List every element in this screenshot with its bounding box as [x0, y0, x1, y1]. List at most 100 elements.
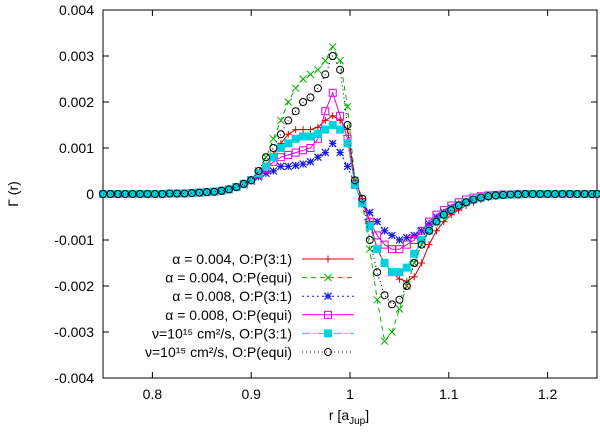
data-point [417, 236, 426, 244]
data-point [262, 169, 270, 178]
data-point [350, 176, 359, 185]
legend: α = 0.004, O:P(3:1) α = 0.004, O:P(equi) α… [145, 251, 354, 360]
data-point [395, 275, 403, 283]
data-point [313, 84, 322, 93]
data-point [410, 249, 419, 258]
data-point [410, 231, 419, 240]
x-tick-label: 1 [346, 386, 354, 402]
data-point [440, 218, 448, 226]
data-point [239, 179, 248, 188]
data-point [328, 42, 337, 51]
data-point [418, 259, 426, 267]
data-point [402, 263, 411, 272]
data-point [306, 132, 315, 141]
data-point [395, 268, 404, 277]
y-axis: 0.004 0.003 0.002 0.001 0 -0.001 -0.002 -0.003 -… [54, 2, 597, 386]
data-point [388, 328, 396, 336]
data-point [324, 255, 332, 263]
data-point [402, 282, 411, 290]
data-point [321, 56, 330, 65]
legend-item: α = 0.008, O:P(3:1) [172, 288, 354, 304]
data-point [291, 161, 300, 170]
data-point [476, 193, 485, 202]
y-tick-label: 0 [86, 186, 94, 202]
series-line [103, 142, 597, 241]
data-point [254, 167, 263, 175]
legend-item: ν=10¹⁵ cm²/s, O:P(3:1) [152, 325, 354, 341]
data-point [402, 240, 411, 249]
data-point [588, 190, 597, 198]
data-point [284, 139, 293, 148]
data-point [395, 295, 404, 304]
data-point [380, 291, 389, 300]
data-point [410, 273, 418, 281]
data-point [324, 348, 332, 356]
y-tick-label: -0.004 [54, 370, 94, 386]
data-point [292, 126, 300, 134]
data-point [373, 295, 382, 304]
data-point [269, 153, 278, 162]
data-point [276, 144, 285, 152]
data-point [313, 153, 322, 162]
x-tick-label: 0.8 [143, 386, 163, 402]
data-point [328, 52, 337, 60]
legend-item: α = 0.008, O:P(equi) [165, 307, 354, 323]
data-point [314, 65, 322, 74]
x-axis-label-main: r [a [329, 407, 349, 423]
data-point [324, 273, 332, 282]
data-point [276, 116, 285, 125]
data-point [365, 222, 374, 231]
data-point [232, 183, 241, 192]
y-tick-label: 0.004 [59, 2, 94, 18]
data-point [269, 144, 278, 152]
data-point [343, 121, 352, 129]
data-point [432, 227, 440, 235]
data-point [484, 192, 493, 201]
data-point [343, 139, 352, 148]
data-point [217, 186, 226, 195]
data-point [395, 245, 404, 254]
data-point [306, 144, 315, 152]
data-point [299, 132, 308, 141]
data-point [284, 116, 293, 125]
data-point [269, 167, 278, 175]
data-point [336, 56, 344, 65]
data-point [321, 70, 330, 79]
data-point [299, 75, 307, 83]
x-axis-label-close: ] [365, 407, 369, 423]
data-point [306, 93, 315, 102]
data-point [262, 153, 271, 162]
data-point [365, 236, 374, 244]
data-point [262, 162, 271, 171]
data-point [313, 130, 322, 139]
data-point [380, 259, 389, 267]
data-point [432, 217, 441, 226]
data-point [425, 226, 434, 235]
data-point [388, 231, 396, 240]
data-point [324, 329, 332, 338]
data-point [328, 88, 337, 97]
data-point [321, 125, 330, 134]
legend-label: α = 0.008, O:P(equi) [165, 307, 292, 323]
data-point [447, 206, 456, 215]
x-axis-label: r [aJup] [329, 407, 369, 427]
data-point [462, 198, 471, 207]
data-point [210, 187, 219, 196]
data-point [336, 116, 344, 124]
data-point [439, 210, 448, 219]
data-point [344, 126, 352, 134]
data-point [336, 148, 345, 157]
data-point [314, 123, 322, 131]
legend-label: α = 0.004, O:P(equi) [165, 270, 292, 286]
data-point [254, 169, 263, 178]
series-line [103, 54, 597, 306]
data-point [373, 268, 382, 277]
data-point [328, 139, 337, 148]
y-tick-label: 0.002 [59, 94, 94, 110]
x-axis-label-subscript: Jup [349, 416, 366, 427]
legend-label: ν=10¹⁵ cm²/s, O:P(equi) [145, 344, 292, 360]
x-tick-label: 1.2 [538, 386, 558, 402]
data-point [365, 245, 374, 254]
legend-label: ν=10¹⁵ cm²/s, O:P(3:1) [152, 325, 292, 341]
